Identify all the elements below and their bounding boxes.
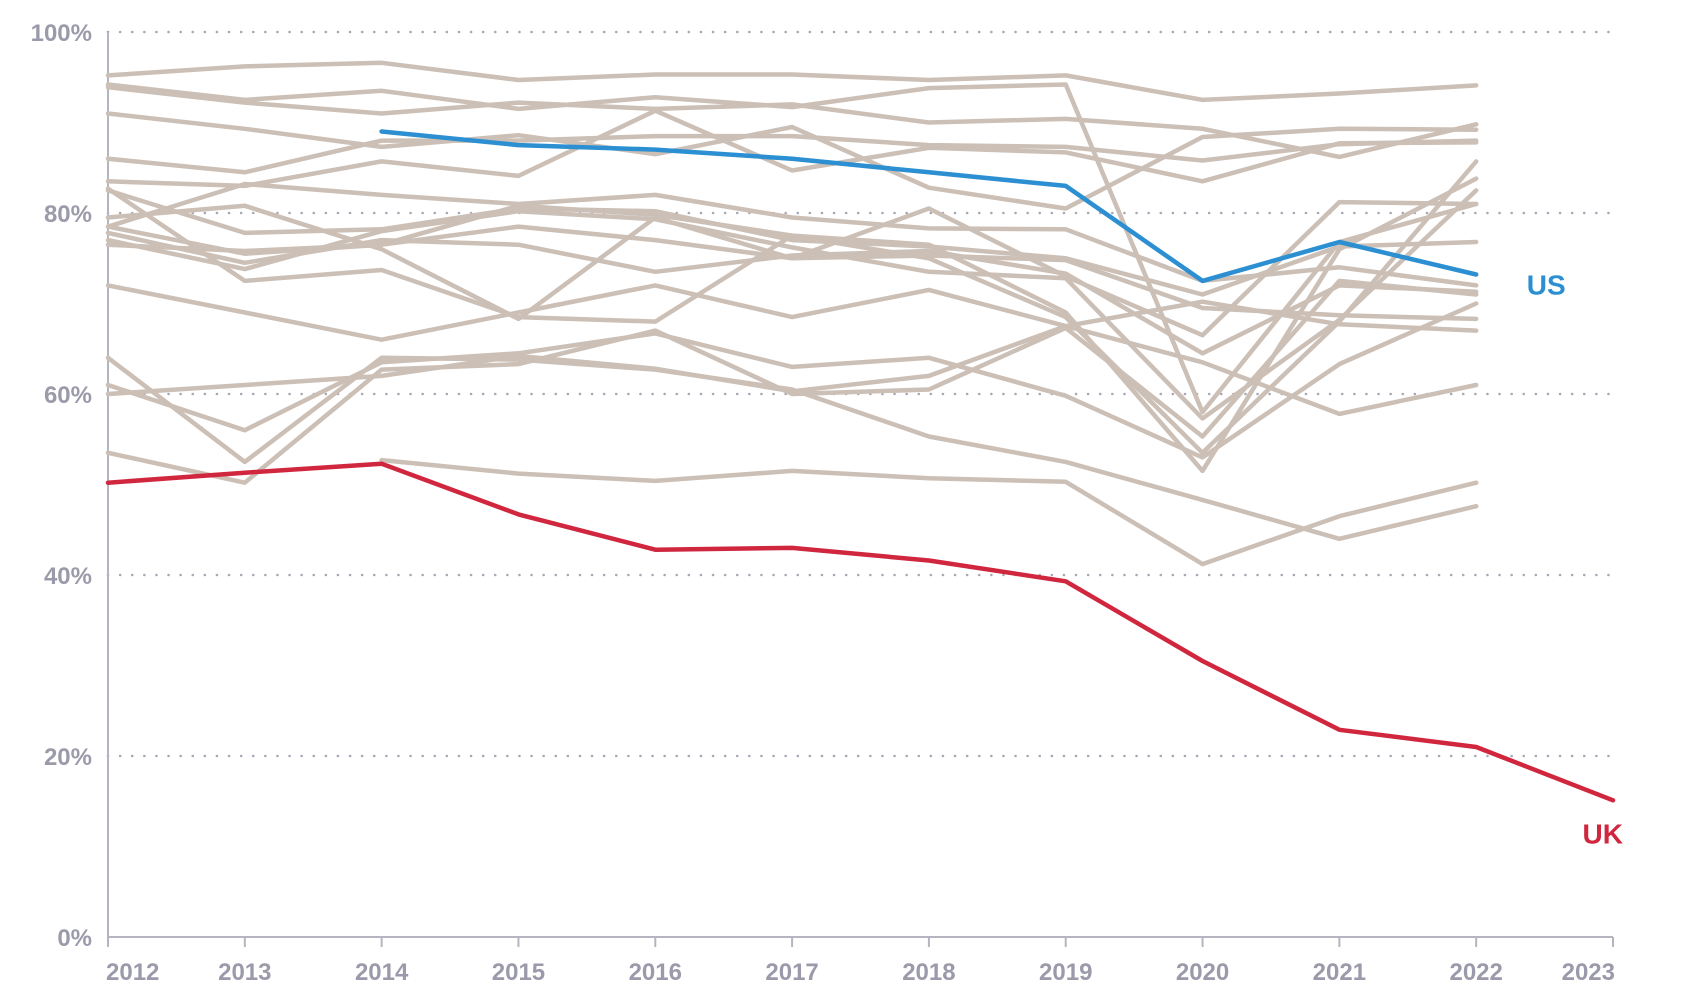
highlight-series-group bbox=[105, 129, 1616, 803]
background-series-group bbox=[105, 60, 1479, 567]
x-tick-label: 2022 bbox=[1449, 959, 1502, 986]
background-series-line bbox=[105, 181, 1479, 288]
background-series-line bbox=[105, 188, 1479, 297]
series-line-uk bbox=[105, 461, 1616, 803]
y-tick-label: 100% bbox=[31, 20, 92, 47]
x-tick-label: 2021 bbox=[1313, 959, 1366, 986]
background-series-line bbox=[105, 60, 1479, 103]
y-tick-label: 60% bbox=[44, 382, 92, 409]
background-series-line bbox=[105, 301, 1479, 460]
series-label-uk: UK bbox=[1583, 818, 1623, 849]
background-series-line bbox=[105, 176, 1479, 474]
background-series-line bbox=[105, 299, 1479, 397]
background-series-line bbox=[105, 82, 1479, 415]
y-tick-label: 80% bbox=[44, 201, 92, 228]
series-label-us: US bbox=[1527, 270, 1566, 301]
background-series-line bbox=[105, 133, 1479, 175]
x-tick-label: 2023 bbox=[1562, 959, 1615, 986]
y-tick-label: 0% bbox=[57, 925, 92, 952]
x-tick-label: 2019 bbox=[1039, 959, 1092, 986]
x-tick-label: 2018 bbox=[902, 959, 955, 986]
x-tick-label: 2017 bbox=[765, 959, 818, 986]
background-series-line bbox=[105, 278, 1479, 485]
x-tick-label: 2016 bbox=[629, 959, 682, 986]
x-tick-label: 2015 bbox=[492, 959, 545, 986]
series-line-us bbox=[379, 129, 1479, 284]
background-series-line bbox=[105, 108, 1479, 189]
y-tick-label: 40% bbox=[44, 563, 92, 590]
y-tick-label: 20% bbox=[44, 744, 92, 771]
x-tick-label: 2014 bbox=[355, 959, 409, 986]
background-series-line bbox=[105, 84, 1479, 160]
x-tick-label: 2013 bbox=[218, 959, 271, 986]
background-series-line bbox=[379, 457, 1479, 567]
background-series-line bbox=[105, 283, 1479, 417]
x-tick-label: 2012 bbox=[106, 959, 159, 986]
x-tick-label: 2020 bbox=[1176, 959, 1229, 986]
labels-group: 0% 20% 40% 60% 80% 100% 2012 2013 2014 2015 2016 20… bbox=[31, 20, 1623, 986]
background-series-line bbox=[105, 111, 1479, 211]
